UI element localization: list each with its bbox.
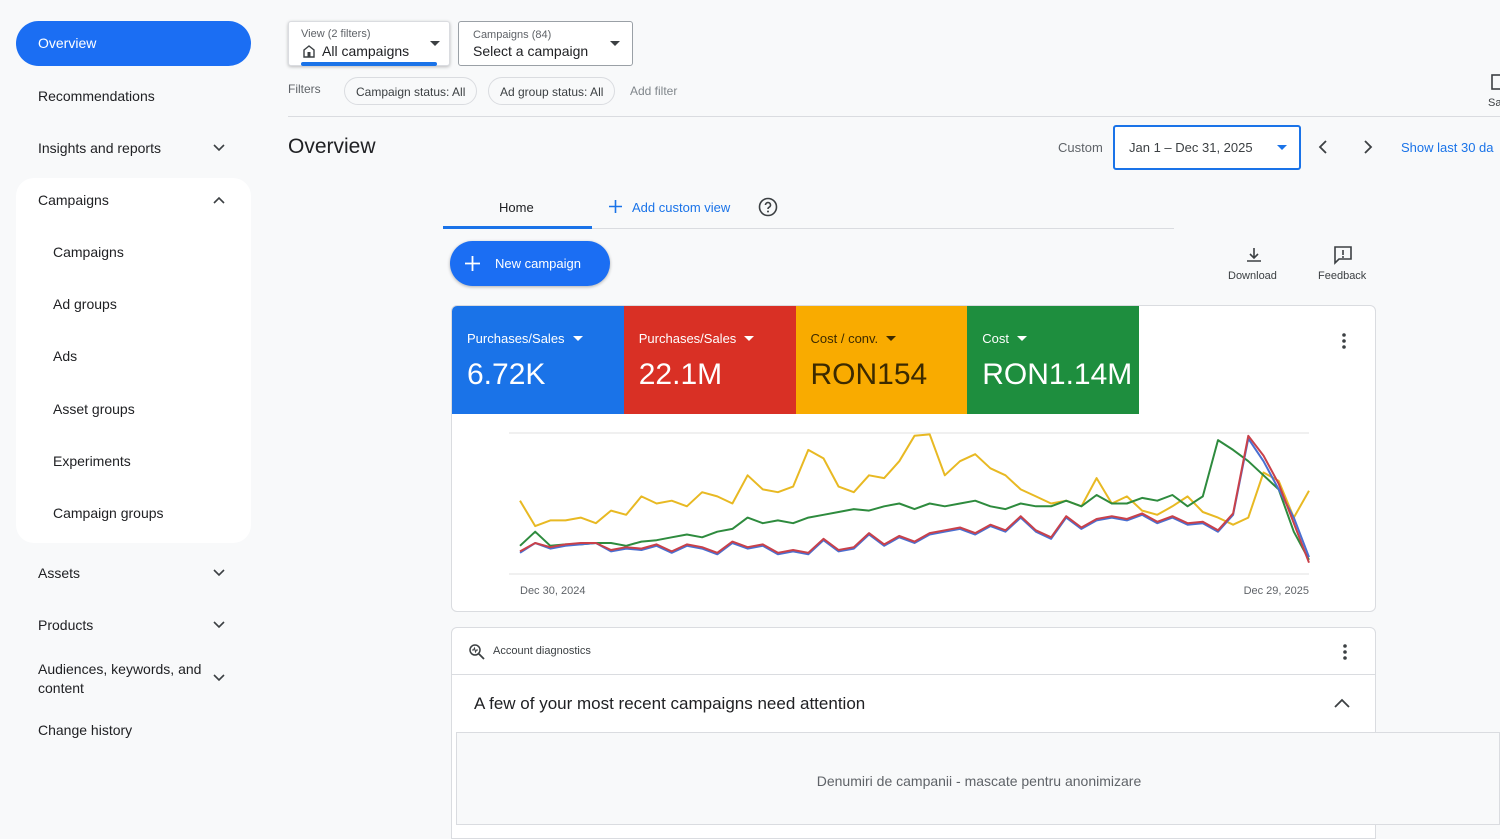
metric-tile[interactable]: Cost RON1.14M	[967, 306, 1139, 414]
download-icon[interactable]	[1245, 246, 1263, 264]
chevron-down[interactable]	[211, 617, 227, 633]
date-picker[interactable]: Jan 1 – Dec 31, 2025	[1113, 125, 1301, 170]
feedback-label[interactable]: Feedback	[1318, 270, 1367, 282]
collapse-icon[interactable]	[1333, 697, 1351, 709]
caret	[1277, 145, 1287, 150]
divider	[288, 116, 1500, 117]
metric-tile[interactable]: Cost / conv. RON154	[795, 306, 968, 414]
caret	[1016, 336, 1027, 341]
caret	[572, 336, 583, 341]
chevron-down[interactable]	[211, 565, 227, 581]
nav-sub-label[interactable]: Ad groups	[53, 296, 117, 313]
store-icon	[303, 45, 315, 58]
button-label: New campaign	[495, 256, 581, 271]
add-filter[interactable]: Add filter	[630, 84, 678, 98]
plus-icon	[609, 200, 622, 213]
dropdown-value: All campaigns	[322, 43, 410, 59]
dropdown-label: View (2 filters)	[301, 28, 371, 40]
chevron-up[interactable]	[211, 192, 227, 208]
series-line	[519, 434, 1310, 564]
nav-label[interactable]: Overview	[38, 35, 97, 51]
nav-label[interactable]: Audiences, keywords, and content	[38, 661, 202, 696]
metric-name: Purchases/Sales	[638, 331, 737, 346]
active-indicator	[301, 62, 437, 66]
show-last-link[interactable]: Show last 30 da	[1401, 140, 1494, 155]
metric-name: Cost	[982, 331, 1009, 346]
plus-icon	[465, 256, 480, 271]
nav-label[interactable]: Change history	[38, 722, 133, 738]
chevron-down[interactable]	[211, 140, 227, 156]
metric-name: Cost / conv.	[810, 331, 879, 346]
dropdown-label: Campaigns (84)	[473, 29, 552, 41]
next-button[interactable]	[1360, 139, 1376, 155]
campaign-table: Denumiri de campanii - mascate pentru an…	[456, 732, 1500, 825]
new-campaign-button[interactable]: New campaign	[450, 241, 610, 286]
metric-tile[interactable]: Purchases/Sales 22.1M	[623, 306, 796, 414]
chart-card: Purchases/Sales 6.72K Purchases/Sales 22.1M…	[451, 305, 1376, 612]
metric-tile[interactable]: Purchases/Sales 6.72K	[452, 306, 624, 414]
feedback-icon[interactable]	[1333, 245, 1353, 265]
x-tick-label: Dec 29, 2025	[1244, 585, 1309, 597]
filter-chip[interactable]: Campaign status: All	[344, 77, 478, 105]
caret	[744, 336, 755, 341]
caret-shape	[744, 336, 755, 341]
nav-overview[interactable]	[16, 21, 251, 66]
more-menu[interactable]	[1341, 643, 1349, 661]
tabs-divider	[443, 228, 1174, 229]
caret-shape	[886, 336, 897, 341]
nav-label[interactable]: Recommendations	[38, 88, 155, 104]
diagnostics-title: Account diagnostics	[493, 645, 591, 657]
metric-total: RON154	[810, 358, 928, 391]
tab-home[interactable]: Home	[499, 200, 534, 215]
series-line	[519, 439, 1310, 561]
nav-label[interactable]: Campaigns	[38, 192, 109, 208]
custom-label: Custom	[1058, 140, 1103, 155]
help-icon[interactable]	[758, 197, 778, 217]
series-line	[519, 433, 1310, 528]
metric-name: Purchases/Sales	[467, 331, 565, 346]
page-title: Overview	[288, 135, 376, 158]
nav-label[interactable]: Insights and reports	[38, 140, 161, 156]
nav-sub-label[interactable]: Asset groups	[53, 400, 135, 417]
divider	[452, 674, 1375, 675]
campaigns-group	[16, 178, 251, 543]
metric-total: RON1.14M	[982, 358, 1133, 391]
edge-icon[interactable]	[1490, 73, 1500, 91]
more-menu[interactable]	[1340, 332, 1348, 350]
nav-sub-label[interactable]: Campaigns	[53, 244, 124, 260]
nav-label[interactable]: Assets	[38, 565, 81, 581]
add-custom-view[interactable]: Add custom view	[632, 200, 731, 215]
metric-total: 22.1M	[638, 358, 723, 391]
prev-button[interactable]	[1315, 139, 1331, 155]
filters-label: Filters	[288, 82, 321, 96]
nav-sub-label[interactable]: Experiments	[53, 452, 131, 469]
caret-shape	[1016, 336, 1027, 341]
filter-chip[interactable]: Ad group status: All	[488, 77, 616, 105]
metric-total: 6.72K	[467, 358, 546, 391]
download-label[interactable]: Download	[1228, 270, 1277, 282]
chevron-down[interactable]	[211, 670, 227, 686]
caret	[886, 336, 897, 341]
campaigns-dropdown[interactable]: Campaigns (84) Select a campaign	[458, 21, 633, 66]
caret-shape	[572, 336, 583, 341]
line-chart: Dec 30, 2024 Dec 29, 2025	[509, 432, 1310, 597]
nav-sub-label[interactable]: Campaign groups	[53, 505, 164, 521]
nav-label[interactable]: Products	[38, 617, 94, 633]
tab-indicator	[443, 226, 592, 229]
nav-sub-label[interactable]: Ads	[53, 348, 78, 365]
masked-campaigns: Denumiri de campanii - mascate pentru an…	[816, 773, 1142, 789]
series-line	[519, 437, 1310, 558]
caret	[610, 41, 620, 46]
view-dropdown[interactable]: View (2 filters) All campaigns	[288, 21, 450, 66]
caret	[430, 41, 440, 46]
x-tick-label: Dec 30, 2024	[520, 585, 585, 597]
date-range: Jan 1 – Dec 31, 2025	[1129, 140, 1253, 155]
edge-button-label[interactable]: Sa	[1488, 97, 1500, 109]
diagnostics-headline: A few of your most recent campaigns need…	[474, 694, 866, 713]
diagnostics-icon	[469, 644, 485, 660]
dropdown-value: Select a campaign	[473, 43, 589, 59]
